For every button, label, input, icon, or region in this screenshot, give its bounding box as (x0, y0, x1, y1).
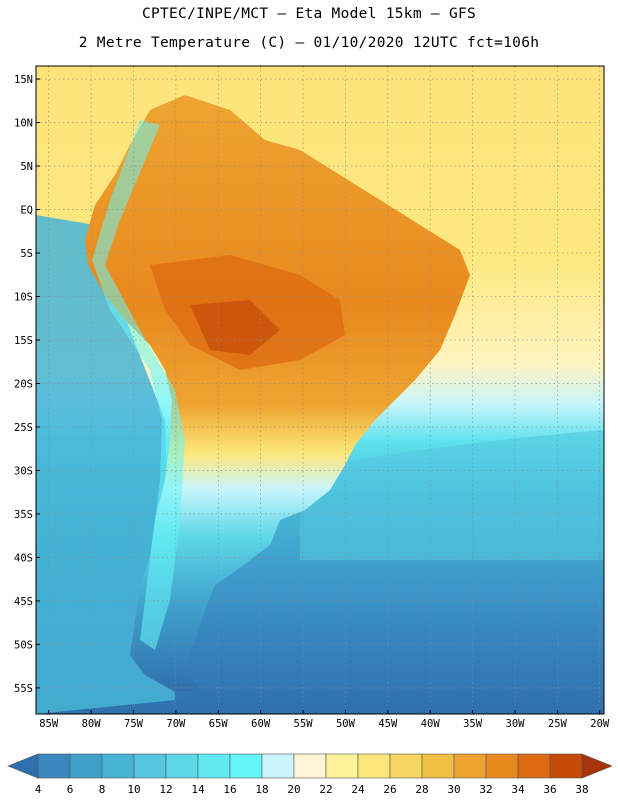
longitude-label: 55W (294, 718, 314, 730)
latitude-label: 40S (14, 552, 33, 564)
south-america-land (85, 95, 470, 692)
longitude-label: 50W (336, 718, 356, 730)
map-frame (35, 65, 605, 715)
longitude-label: 70W (166, 718, 186, 730)
colorbar-swatch (229, 753, 263, 779)
colorbar-label: 20 (287, 783, 300, 796)
latitude-label: 55S (14, 683, 33, 695)
colorbar-swatch (101, 753, 135, 779)
latitude-labels: 15N 10N 5N EQ 5S 10S 15S 20S 25S 30S 35S 40S 45S 50S 5… (14, 74, 40, 695)
colorbar-swatch (261, 753, 295, 779)
latitude-label: 10N (14, 118, 33, 130)
colorbar-label: 22 (319, 783, 332, 796)
colorbar-swatch (37, 753, 71, 779)
longitude-label: 25W (548, 718, 568, 730)
colorbar-swatch (69, 753, 103, 779)
chart-title-line1: CPTEC/INPE/MCT – Eta Model 15km – GFS (141, 6, 477, 22)
colorbar-label: 38 (575, 783, 588, 796)
longitude-label: 40W (421, 718, 441, 730)
latitude-label: EQ (20, 205, 33, 217)
colorbar-high-arrow (581, 753, 613, 779)
latitude-label: 20S (14, 378, 33, 390)
colorbar-swatch (357, 753, 391, 779)
colorbar-swatch (421, 753, 455, 779)
latitude-label: 15S (14, 335, 33, 347)
colorbar-swatch (517, 753, 551, 779)
colorbar-label: 16 (223, 783, 236, 796)
longitude-labels: 85W 80W 75W 70W 65W 60W 55W 50W 45W 40W 35W 30W 25W 2… (39, 710, 610, 730)
atlantic-cool-band (300, 430, 604, 560)
colorbar-swatch (165, 753, 199, 779)
colorbar-label: 14 (191, 783, 205, 796)
central-hot-spot (190, 300, 280, 355)
graticule (36, 66, 604, 714)
colorbar-swatch (485, 753, 519, 779)
latitude-label: 5N (20, 161, 33, 173)
colorbar-label: 36 (543, 783, 556, 796)
longitude-label: 65W (209, 718, 229, 730)
colorbar-swatch (293, 753, 327, 779)
colorbar-swatch (549, 753, 583, 779)
longitude-label: 80W (82, 718, 102, 730)
colorbar-label: 34 (511, 783, 525, 796)
latitude-label: 45S (14, 596, 33, 608)
colorbar-label: 28 (415, 783, 428, 796)
colorbar-label: 12 (159, 783, 172, 796)
colorbar-label: 6 (67, 783, 74, 796)
chart-title-line2: 2 Metre Temperature (C) – 01/10/2020 12U… (78, 35, 540, 51)
colorbar-label: 32 (479, 783, 492, 796)
andes-cold-strip (92, 120, 185, 650)
colorbar-swatch (325, 753, 359, 779)
latitude-label: 15N (14, 74, 33, 86)
colorbar: 4 6 8 10 12 14 16 18 20 22 24 26 28 30 32 34 36 38 (7, 753, 613, 796)
colorbar-label: 24 (351, 783, 365, 796)
longitude-label: 60W (251, 718, 271, 730)
colorbar-label: 8 (99, 783, 106, 796)
latitude-label: 30S (14, 465, 33, 477)
latitude-label: 50S (14, 639, 33, 651)
longitude-label: 75W (124, 718, 144, 730)
longitude-label: 85W (39, 718, 59, 730)
colorbar-label: 26 (383, 783, 396, 796)
colorbar-label: 18 (255, 783, 268, 796)
longitude-label: 20W (590, 718, 610, 730)
longitude-label: 30W (506, 718, 526, 730)
longitude-label: 35W (463, 718, 483, 730)
colorbar-label: 30 (447, 783, 460, 796)
latitude-label: 35S (14, 509, 33, 521)
colorbar-swatch (133, 753, 167, 779)
colorbar-label: 10 (127, 783, 140, 796)
latitude-label: 10S (14, 291, 33, 303)
colorbar-swatch (453, 753, 487, 779)
longitude-label: 45W (378, 718, 398, 730)
colorbar-low-arrow (7, 753, 39, 779)
colorbar-swatch (197, 753, 231, 779)
temperature-map: 15N 10N 5N EQ 5S 10S 15S 20S 25S 30S 35S 40S 45S 50S 5… (14, 65, 610, 730)
latitude-label: 25S (14, 422, 33, 434)
colorbar-label: 4 (35, 783, 42, 796)
colorbar-swatch (389, 753, 423, 779)
latitude-label: 5S (20, 248, 33, 260)
